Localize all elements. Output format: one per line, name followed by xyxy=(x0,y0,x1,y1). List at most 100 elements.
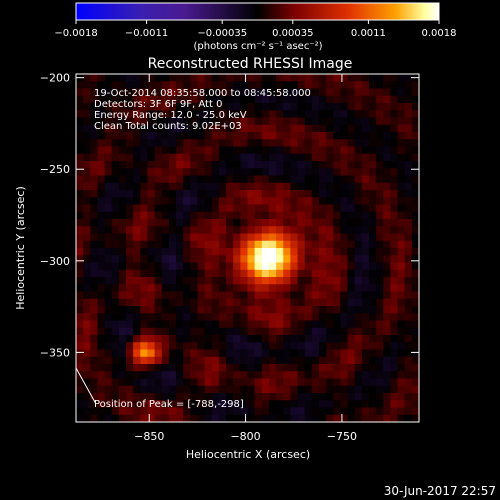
heatmap-cell xyxy=(333,356,341,365)
heatmap-cell xyxy=(411,110,419,118)
heatmap-cell xyxy=(354,385,363,394)
heatmap-cell xyxy=(147,335,156,343)
heatmap-cell xyxy=(211,378,220,387)
heatmap-cell xyxy=(326,139,334,147)
heatmap-cell xyxy=(411,320,419,329)
heatmap-cell xyxy=(126,342,134,350)
heatmap-cell xyxy=(383,385,391,394)
heatmap-cell xyxy=(254,168,263,176)
heatmap-cell xyxy=(311,327,320,336)
heatmap-cell xyxy=(347,103,356,111)
heatmap-cell xyxy=(311,211,320,220)
heatmap-cell xyxy=(390,400,398,408)
heatmap-cell xyxy=(290,327,298,336)
heatmap-cell xyxy=(140,117,148,126)
heatmap-cell xyxy=(190,335,198,343)
heatmap-cell xyxy=(176,385,184,394)
heatmap-cell xyxy=(411,255,419,263)
axis-ticks: −850 −800 −750−200−250−300−350 xyxy=(40,72,419,443)
heatmap-cell xyxy=(361,371,370,379)
heatmap-cell xyxy=(347,182,356,191)
heatmap-cell xyxy=(90,320,98,329)
heatmap-cell xyxy=(304,240,313,249)
heatmap-cell xyxy=(361,262,370,271)
heatmap-cell xyxy=(397,385,406,394)
heatmap-cell xyxy=(411,291,419,300)
heatmap-cell xyxy=(376,255,384,263)
heatmap-cell xyxy=(247,400,256,408)
heatmap-cell xyxy=(226,88,234,97)
heatmap-cell xyxy=(133,103,141,111)
heatmap-cell xyxy=(104,393,113,401)
heatmap-cell xyxy=(183,110,191,118)
heatmap-cell xyxy=(254,117,263,126)
heatmap-cell xyxy=(90,233,98,242)
heatmap-cell xyxy=(268,81,277,89)
heatmap-cell xyxy=(397,407,406,416)
heatmap-cell xyxy=(390,233,398,242)
heatmap-cell xyxy=(168,298,177,307)
heatmap-cell xyxy=(361,88,370,97)
heatmap-cell xyxy=(268,327,277,336)
heatmap-cell xyxy=(83,378,91,387)
heatmap-cell xyxy=(140,74,148,82)
heatmap-cell xyxy=(276,219,284,227)
heatmap-cell xyxy=(133,269,141,278)
heatmap-cell xyxy=(290,284,298,292)
heatmap-cell xyxy=(254,385,263,394)
heatmap-cell xyxy=(340,262,348,271)
heatmap-cell xyxy=(154,110,163,118)
heatmap-cell xyxy=(218,320,227,329)
heatmap-cell xyxy=(176,407,184,416)
heatmap-cell xyxy=(254,240,263,249)
heatmap-cell xyxy=(326,219,334,227)
heatmap-cell xyxy=(354,132,363,140)
heatmap-cell xyxy=(168,161,177,169)
heatmap-cell xyxy=(333,327,341,336)
heatmap-cell xyxy=(318,124,327,133)
heatmap-cell xyxy=(161,335,170,343)
heatmap-cell xyxy=(318,385,327,394)
heatmap-cell xyxy=(354,175,363,184)
heatmap-cell xyxy=(154,117,163,126)
x-tick-label: −750 xyxy=(327,430,357,443)
heatmap-cell xyxy=(168,342,177,350)
heatmap-cell xyxy=(376,342,384,350)
heatmap-cell xyxy=(104,226,113,234)
heatmap-cell xyxy=(383,284,391,292)
heatmap-cell xyxy=(147,233,156,242)
heatmap-cell xyxy=(133,88,141,97)
heatmap-cell xyxy=(326,349,334,358)
heatmap-cell xyxy=(326,233,334,242)
heatmap-cell xyxy=(183,161,191,169)
heatmap-cell xyxy=(240,356,248,365)
heatmap-cell xyxy=(383,269,391,278)
heatmap-cell xyxy=(283,74,291,82)
heatmap-cell xyxy=(354,342,363,350)
heatmap-cell xyxy=(254,356,263,365)
heatmap-cell xyxy=(197,327,206,336)
heatmap-cell xyxy=(354,240,363,249)
heatmap-cell xyxy=(168,95,177,104)
heatmap-cell xyxy=(218,211,227,220)
heatmap-cell xyxy=(404,153,413,162)
heatmap-cell xyxy=(111,255,120,263)
heatmap-cell xyxy=(90,248,98,256)
heatmap-cell xyxy=(376,284,384,292)
heatmap-cell xyxy=(354,407,363,416)
heatmap-cell xyxy=(290,204,298,213)
heatmap-cell xyxy=(340,240,348,249)
heatmap-cell xyxy=(183,74,191,82)
heatmap-cell xyxy=(254,378,263,387)
heatmap-cell xyxy=(126,327,134,336)
heatmap-cell xyxy=(397,117,406,126)
heatmap-cell xyxy=(161,117,170,126)
heatmap-cell xyxy=(190,414,198,422)
heatmap-cell xyxy=(218,248,227,256)
heatmap-cell xyxy=(140,110,148,118)
heatmap-cell xyxy=(404,291,413,300)
heatmap-cell xyxy=(347,349,356,358)
heatmap-cell xyxy=(140,81,148,89)
heatmap-cell xyxy=(390,349,398,358)
heatmap-cell xyxy=(404,407,413,416)
